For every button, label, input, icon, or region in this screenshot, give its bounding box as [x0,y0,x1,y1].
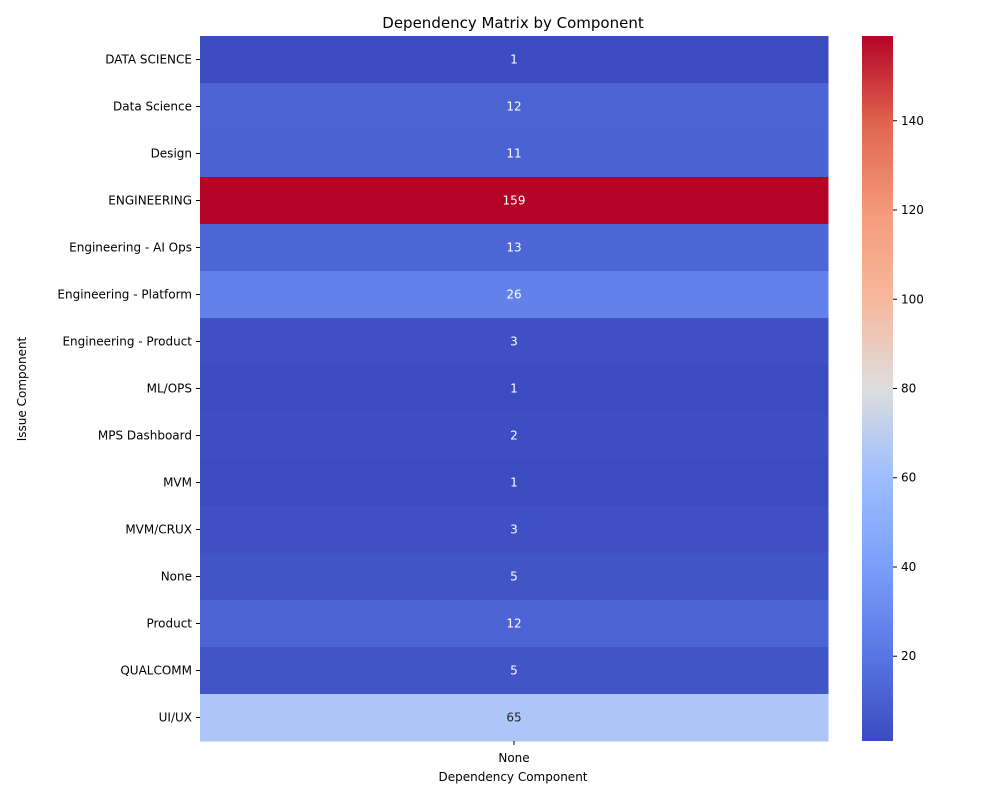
heatmap-cell [200,412,829,460]
y-tick-label: ENGINEERING [108,194,192,208]
y-tick-label: None [161,570,192,584]
cell-value-label: 1 [510,476,518,490]
heatmap-cell [200,271,829,319]
cell-value-label: 26 [506,288,521,302]
x-tick-label: None [498,751,529,765]
y-tick-label: UI/UX [159,711,192,725]
x-axis-label: Dependency Component [438,770,587,784]
colorbar-tick-label: 60 [901,471,916,485]
heatmap-cell [200,506,829,554]
heatmap-cell [200,83,829,131]
cell-value-label: 12 [506,100,521,114]
heatmap-cell [200,130,829,178]
y-axis-ticks: DATA SCIENCE Data Science Design ENGINEERIN… [57,53,200,725]
x-axis-ticks: None [498,741,530,765]
y-tick-label: MPS Dashboard [98,429,192,443]
y-tick-label: MVM/CRUX [125,523,192,537]
cell-value-label: 65 [506,711,521,725]
y-tick-label: DATA SCIENCE [105,53,192,67]
y-tick-label: Design [151,147,192,161]
heatmap-cells [200,36,829,742]
cell-value-label: 2 [510,429,518,443]
y-tick-label: ML/OPS [147,382,192,396]
colorbar-ticks: 20 40 60 80 100 120 140 [893,114,924,663]
colorbar-tick-label: 120 [901,203,924,217]
colorbar-tick-label: 140 [901,114,924,128]
heatmap-cell [200,224,829,272]
heatmap-cell [200,365,829,413]
colorbar [862,36,893,741]
colorbar-tick-label: 20 [901,649,916,663]
heatmap-cell [200,459,829,507]
heatmap-cell [200,36,829,84]
colorbar-tick-label: 80 [901,382,916,396]
cell-value-label: 12 [506,617,521,631]
cell-value-label: 13 [506,241,521,255]
y-tick-label: QUALCOMM [120,664,192,678]
y-tick-label: Data Science [113,100,192,114]
y-axis-label: Issue Component [15,336,29,441]
cell-value-label: 159 [503,194,526,208]
heatmap-cell [200,318,829,366]
y-tick-label: Product [146,617,192,631]
colorbar-tick-label: 40 [901,560,916,574]
y-tick-label: Engineering - Product [62,335,192,349]
y-tick-label: Engineering - AI Ops [69,241,192,255]
cell-value-label: 3 [510,335,518,349]
chart-title: Dependency Matrix by Component [382,14,644,32]
heatmap-cell [200,694,829,742]
heatmap-cell [200,177,829,225]
cell-value-label: 3 [510,523,518,537]
cell-value-label: 5 [510,570,518,584]
heatmap-cell [200,553,829,601]
cell-value-label: 11 [506,147,521,161]
cell-value-label: 1 [510,382,518,396]
cell-value-label: 5 [510,664,518,678]
y-tick-label: MVM [163,476,192,490]
heatmap-cell [200,600,829,648]
cell-value-label: 1 [510,53,518,67]
y-tick-label: Engineering - Platform [57,288,192,302]
heatmap-cell [200,647,829,695]
colorbar-tick-label: 100 [901,292,924,306]
